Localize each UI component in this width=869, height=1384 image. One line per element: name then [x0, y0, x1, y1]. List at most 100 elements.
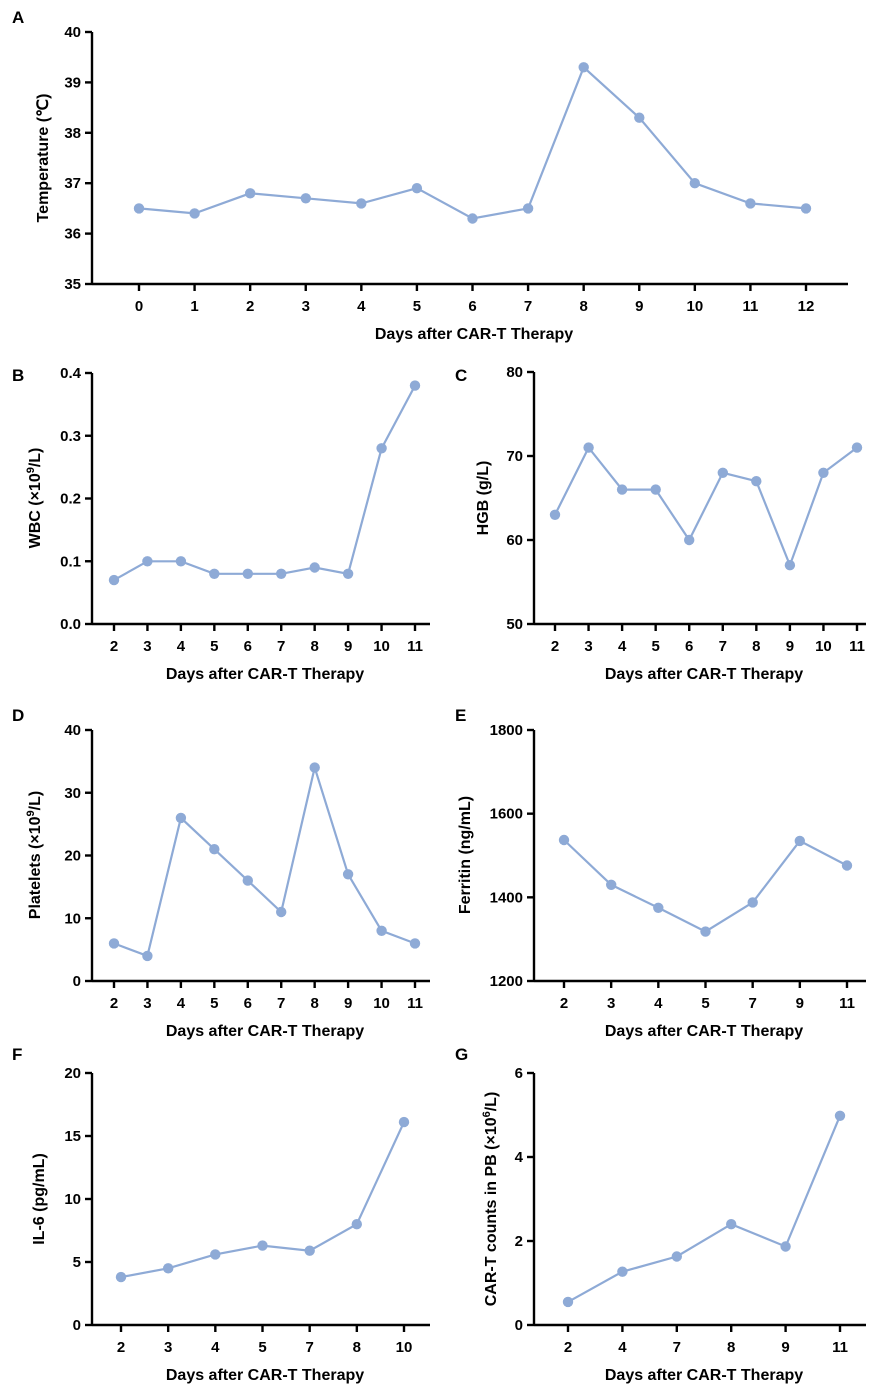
- x-tick-label-g: 2: [564, 1339, 572, 1356]
- panel-f: F 0 5 10 15 20 2 3 4 5 7 8 10 Days after CAR-T Therap…: [12, 1045, 430, 1384]
- y-axis-title-part: /L): [483, 1092, 500, 1112]
- x-tick-label-f: 5: [258, 1339, 266, 1356]
- panel-letter-g: G: [455, 1045, 468, 1064]
- y-tick-label-e: 1600: [490, 806, 523, 823]
- x-tick-label-c: 6: [685, 638, 693, 655]
- x-tick-label-c: 2: [551, 638, 559, 655]
- y-axis-title-d: Platelets (×109/L): [25, 791, 44, 919]
- x-tick-label-a: 11: [742, 298, 758, 315]
- panel-c: C 50 60 70 80 2 3 4 5 6 7 8 9 10 11 Days after CAR-T Th…: [455, 364, 866, 683]
- x-axis-title-f: Days after CAR-T Therapy: [166, 1367, 364, 1384]
- x-tick-label-d: 4: [177, 995, 186, 1012]
- data-point-f: [210, 1249, 221, 1260]
- y-tick-label-f: 0: [73, 1317, 81, 1334]
- x-tick-label-a: 2: [246, 298, 254, 315]
- x-axis-title-d: Days after CAR-T Therapy: [166, 1023, 364, 1040]
- y-axis-title-superscript: 9: [25, 467, 37, 473]
- y-tick-label-d: 20: [64, 848, 81, 865]
- y-axis-title-part: /L): [27, 791, 44, 811]
- data-point-c: [684, 534, 695, 546]
- x-tick-label-e: 7: [748, 995, 756, 1012]
- x-tick-label-a: 3: [302, 298, 310, 315]
- panel-letter-e: E: [455, 706, 466, 725]
- x-tick-label-f: 7: [305, 1339, 313, 1356]
- y-axis-title-part: WBC (×10: [27, 473, 44, 548]
- data-point-d: [108, 938, 120, 949]
- x-tick-label-a: 10: [686, 298, 703, 315]
- y-axis-title-f: IL-6 (pg/mL): [31, 1153, 48, 1245]
- data-point-d: [376, 925, 387, 936]
- data-point-a: [800, 203, 812, 214]
- x-tick-label-d: 6: [244, 995, 252, 1012]
- data-point-b: [409, 380, 421, 391]
- panel-letter-f: F: [12, 1045, 22, 1064]
- data-point-a: [745, 198, 756, 209]
- x-tick-label-d: 7: [277, 995, 285, 1012]
- panel-b: B 0.0 0.1 0.2 0.3 0.4 2 3 4 5 6 7 8 9 10 11 Days after C…: [12, 365, 430, 683]
- data-point-c: [549, 509, 561, 520]
- x-tick-label-d: 5: [210, 995, 218, 1012]
- data-point-f: [351, 1219, 362, 1230]
- data-point-d: [242, 875, 253, 886]
- data-point-d: [142, 950, 153, 962]
- x-tick-label-b: 4: [177, 638, 186, 655]
- x-tick-label-f: 4: [211, 1339, 220, 1356]
- y-tick-label-d: 10: [64, 910, 81, 927]
- y-tick-label-e: 1800: [490, 722, 523, 739]
- x-tick-label-a: 12: [798, 298, 815, 315]
- y-axis-title-e: Ferritin (ng/mL): [457, 796, 474, 914]
- x-tick-label-e: 2: [560, 995, 568, 1012]
- y-tick-label-a: 36: [64, 226, 81, 243]
- data-point-b: [376, 443, 387, 454]
- data-point-c: [616, 484, 628, 495]
- y-tick-label-c: 60: [506, 532, 523, 549]
- data-point-c: [717, 467, 728, 478]
- data-point-b: [108, 574, 120, 586]
- x-tick-label-b: 6: [244, 638, 252, 655]
- y-tick-label-b: 0.4: [60, 365, 82, 382]
- data-point-a: [634, 112, 645, 123]
- series-line-d: [113, 763, 416, 958]
- data-point-d: [309, 762, 320, 773]
- x-tick-label-b: 3: [143, 638, 151, 655]
- data-point-a: [245, 188, 256, 199]
- y-tick-label-f: 10: [64, 1191, 81, 1208]
- data-point-b: [342, 568, 354, 579]
- x-tick-label-d: 11: [407, 995, 423, 1012]
- data-point-e: [747, 897, 758, 908]
- series-line-b: [113, 385, 416, 582]
- x-axis-title-b: Days after CAR-T Therapy: [166, 666, 364, 683]
- data-point-a: [356, 198, 367, 209]
- x-tick-label-g: 7: [673, 1339, 681, 1356]
- data-point-a: [411, 183, 423, 194]
- x-tick-label-c: 7: [719, 638, 727, 655]
- data-point-e: [700, 926, 711, 937]
- x-tick-label-d: 10: [373, 995, 390, 1012]
- x-tick-label-f: 2: [117, 1339, 125, 1356]
- x-axis-title-c: Days after CAR-T Therapy: [605, 666, 803, 683]
- data-point-b: [175, 556, 187, 567]
- x-axis-title-e: Days after CAR-T Therapy: [605, 1023, 803, 1040]
- panel-e: E 1200 1400 1600 1800 2 3 4 5 7 9 11 Days after CAR-…: [455, 706, 866, 1040]
- x-tick-label-c: 3: [584, 638, 592, 655]
- x-tick-label-b: 11: [407, 638, 423, 655]
- y-tick-label-e: 1400: [490, 889, 523, 906]
- data-point-b: [209, 568, 220, 579]
- x-tick-label-d: 9: [344, 995, 352, 1012]
- data-point-e: [653, 902, 664, 913]
- x-tick-label-a: 8: [579, 298, 587, 315]
- y-tick-label-b: 0.0: [60, 616, 81, 633]
- x-tick-label-b: 7: [277, 638, 285, 655]
- x-tick-label-d: 2: [110, 995, 118, 1012]
- data-point-f: [398, 1116, 410, 1128]
- panel-letter-a: A: [12, 8, 24, 27]
- panel-letter-d: D: [12, 706, 24, 725]
- x-axis-title-a: Days after CAR-T Therapy: [375, 326, 573, 343]
- y-axis-title-part: CAR-T counts in PB (×10: [483, 1117, 500, 1306]
- panel-g: G 0 2 4 6 2 4 7 8 9 11 Days after CAR-T Therapy CAR-…: [455, 1045, 866, 1384]
- y-tick-label-d: 40: [64, 722, 81, 739]
- data-point-c: [751, 476, 762, 487]
- y-tick-label-c: 50: [506, 616, 523, 633]
- x-tick-label-f: 8: [353, 1339, 361, 1356]
